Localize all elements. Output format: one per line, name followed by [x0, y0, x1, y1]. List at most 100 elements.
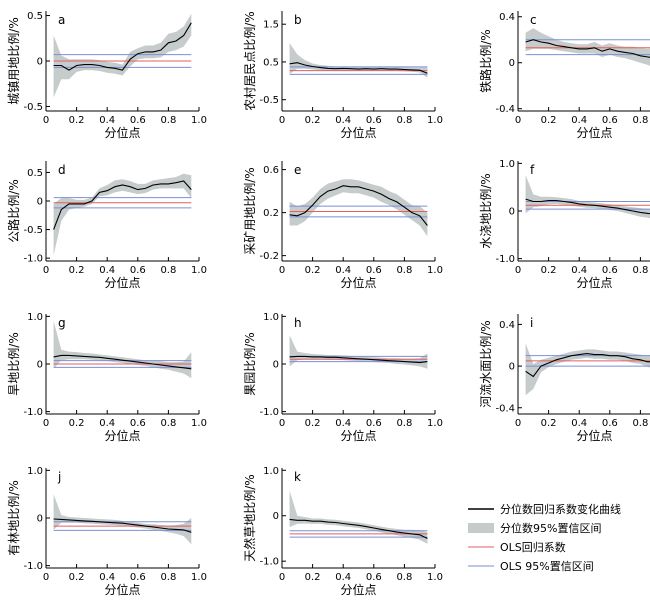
- y-tick-label: 0.5: [27, 11, 43, 22]
- panel-letter: i: [530, 316, 533, 330]
- x-tick-label: 1.0: [427, 572, 443, 583]
- x-tick-label: 0.2: [305, 265, 321, 276]
- y-tick-label: 0: [509, 207, 515, 218]
- quantile-curve: [53, 180, 192, 230]
- x-tick-label: 0.2: [69, 572, 85, 583]
- y-tick-label: 0: [273, 360, 279, 371]
- legend-item: OLS 95%置信区间: [468, 560, 594, 573]
- x-tick-label: 0.8: [632, 265, 648, 276]
- x-axis-label: 分位点: [340, 582, 376, 597]
- y-tick-label: 1.0: [263, 312, 279, 323]
- x-tick-label: 0: [279, 115, 285, 126]
- y-tick-label: 0: [509, 362, 515, 373]
- y-tick-label: 1.5: [263, 20, 279, 31]
- x-axis-label: 分位点: [340, 275, 376, 290]
- quantile-curve: [53, 518, 192, 533]
- legend-item: 分位数回归系数变化曲线: [468, 502, 621, 516]
- x-tick-label: 0.8: [632, 115, 648, 126]
- y-axis-label: 有林地比例/%: [7, 480, 21, 555]
- legend-label: OLS回归系数: [500, 540, 566, 554]
- quantile-curve: [525, 353, 650, 378]
- x-tick-label: 1.0: [191, 572, 207, 583]
- y-tick-label: 0.4: [499, 12, 515, 23]
- ci-band: [53, 173, 192, 256]
- x-tick-label: 0.8: [160, 265, 176, 276]
- x-axis-label: 分位点: [340, 125, 376, 140]
- panel-letter: f: [530, 163, 535, 177]
- panel-letter: a: [58, 13, 65, 27]
- panel-letter: d: [58, 163, 66, 177]
- x-tick-label: 0.4: [571, 418, 587, 429]
- x-tick-label: 0.8: [396, 115, 412, 126]
- y-tick-label: -1.0: [23, 254, 43, 265]
- ci-band: [289, 335, 428, 369]
- y-tick-label: 0.4: [499, 320, 515, 331]
- x-tick-label: 0.8: [160, 418, 176, 429]
- x-tick-label: 0: [43, 265, 49, 276]
- y-tick-label: -0.5: [23, 225, 43, 236]
- y-tick-label: -0.2: [259, 251, 279, 262]
- y-tick-label: 0: [37, 360, 43, 371]
- ci-band: [289, 490, 428, 544]
- panel-letter: k: [294, 470, 301, 484]
- x-axis-label: 分位点: [340, 428, 376, 443]
- ci-band: [53, 321, 192, 379]
- y-tick-label: 0: [509, 58, 515, 69]
- panel-letter: c: [530, 13, 537, 27]
- x-axis-label: 分位点: [104, 428, 140, 443]
- x-tick-label: 0.4: [571, 115, 587, 126]
- legend-swatch: [468, 523, 494, 533]
- y-tick-label: 1.0: [499, 159, 515, 170]
- x-axis-label: 分位点: [104, 125, 140, 140]
- x-tick-label: 0: [43, 418, 49, 429]
- x-tick-label: 0.4: [335, 572, 351, 583]
- x-axis-label: 分位点: [104, 275, 140, 290]
- x-tick-label: 0.4: [335, 418, 351, 429]
- y-tick-label: 0.6: [263, 165, 279, 176]
- x-tick-label: 0.8: [396, 418, 412, 429]
- x-tick-label: 0.2: [69, 115, 85, 126]
- ci-band: [525, 175, 650, 219]
- quantile-curve: [53, 354, 192, 370]
- y-tick-label: -0.4: [495, 104, 515, 115]
- x-tick-label: 0: [515, 418, 521, 429]
- x-tick-label: 0.8: [160, 115, 176, 126]
- x-tick-label: 0: [43, 115, 49, 126]
- y-tick-label: -1.0: [23, 561, 43, 572]
- y-tick-label: 0: [37, 197, 43, 208]
- x-axis-label: 分位点: [104, 582, 140, 597]
- y-tick-label: 0.2: [263, 208, 279, 219]
- y-tick-label: 0: [37, 57, 43, 68]
- legend-label: OLS 95%置信区间: [500, 560, 594, 573]
- y-tick-label: -1.0: [259, 557, 279, 568]
- x-axis-label: 分位点: [576, 275, 612, 290]
- x-tick-label: 1.0: [191, 265, 207, 276]
- x-tick-label: 0: [279, 572, 285, 583]
- legend-label: 分位数95%置信区间: [500, 521, 601, 535]
- y-axis-label: 采矿用地比例/%: [243, 167, 257, 254]
- x-tick-label: 0: [515, 115, 521, 126]
- y-axis-label: 城镇用地比例/%: [7, 17, 21, 104]
- panel-letter: h: [294, 316, 302, 330]
- x-tick-label: 0.4: [571, 265, 587, 276]
- x-tick-label: 0.6: [602, 115, 618, 126]
- x-tick-label: 0.4: [335, 115, 351, 126]
- x-tick-label: 0.2: [541, 115, 557, 126]
- ci-band: [53, 494, 192, 545]
- y-axis-label: 旱地比例/%: [7, 332, 21, 395]
- x-tick-label: 0.6: [366, 265, 382, 276]
- y-tick-label: 1.0: [27, 312, 43, 323]
- x-tick-label: 0.4: [99, 265, 115, 276]
- y-axis-label: 河流水面比例/%: [479, 320, 493, 407]
- y-tick-label: -0.5: [259, 95, 279, 106]
- x-tick-label: 0.4: [335, 265, 351, 276]
- x-tick-label: 1.0: [427, 418, 443, 429]
- y-axis-label: 果园比例/%: [243, 332, 257, 395]
